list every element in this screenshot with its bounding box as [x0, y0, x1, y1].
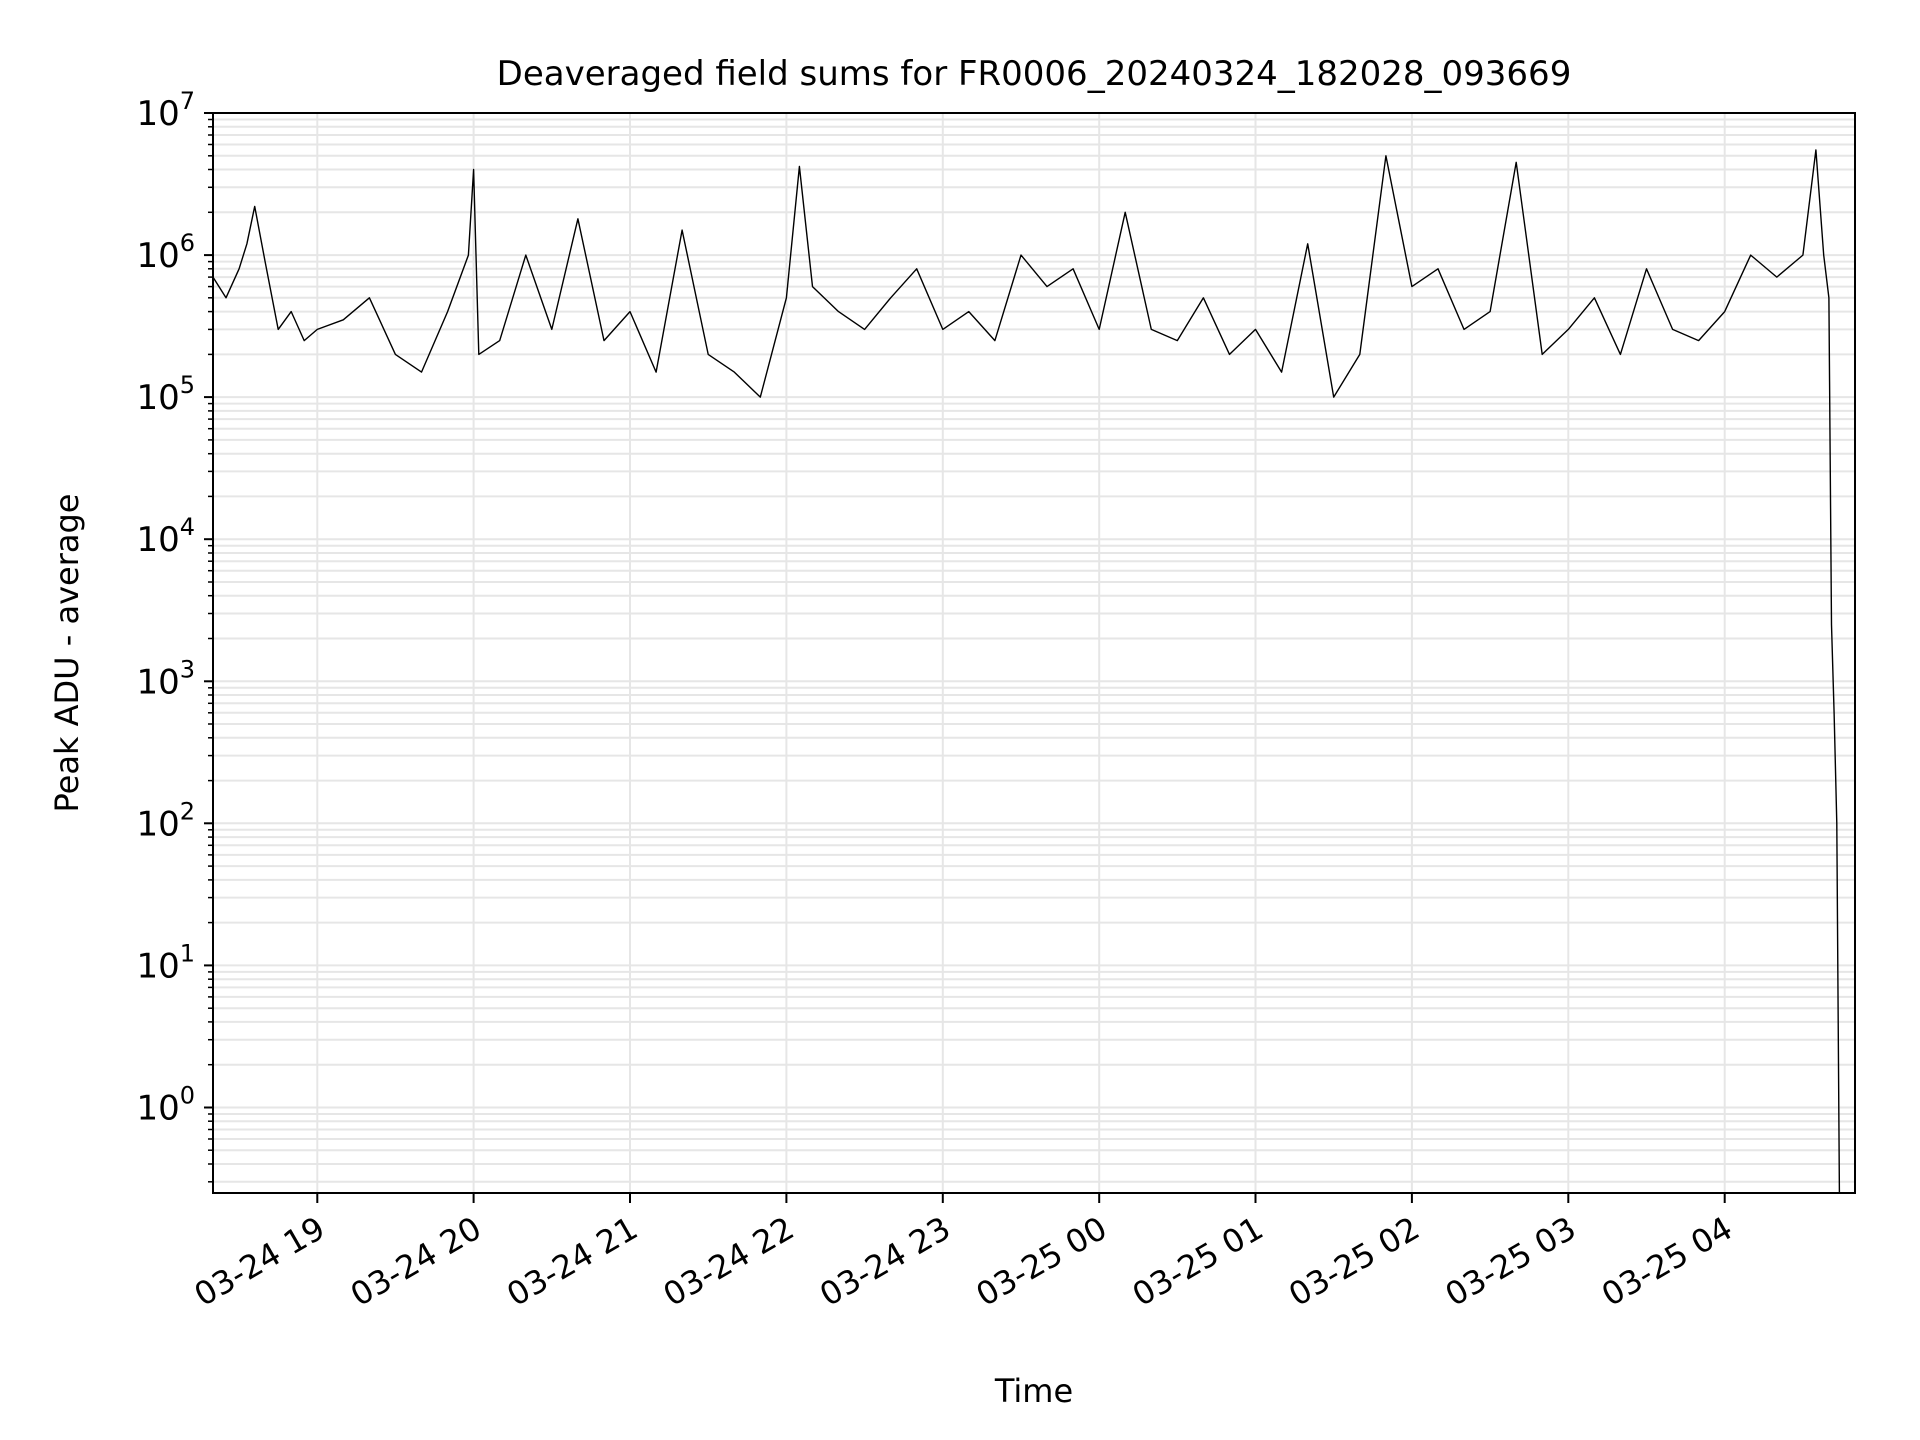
- chart-title: Deaveraged field sums for FR0006_2024032…: [497, 54, 1572, 94]
- series: [212, 149, 1841, 1194]
- y-tick-label: 107: [136, 87, 195, 134]
- y-tick-label: 105: [136, 371, 195, 418]
- y-tick-label: 101: [136, 939, 195, 986]
- y-axis-ticks: 100 101 102 103 104 105 106 107: [136, 87, 213, 1183]
- plot-frame: [212, 112, 1856, 1194]
- y-axis-label: Peak ADU - average: [48, 494, 86, 813]
- x-axis-label: Time: [994, 1372, 1073, 1410]
- y-tick-label: 103: [136, 655, 195, 702]
- y-tick-label: 100: [136, 1082, 195, 1129]
- y-tick-label: 104: [136, 513, 195, 560]
- y-tick-label: 102: [136, 797, 195, 844]
- grid: [213, 112, 1855, 1193]
- series-line: [212, 149, 1841, 1194]
- y-tick-label: 106: [136, 229, 195, 276]
